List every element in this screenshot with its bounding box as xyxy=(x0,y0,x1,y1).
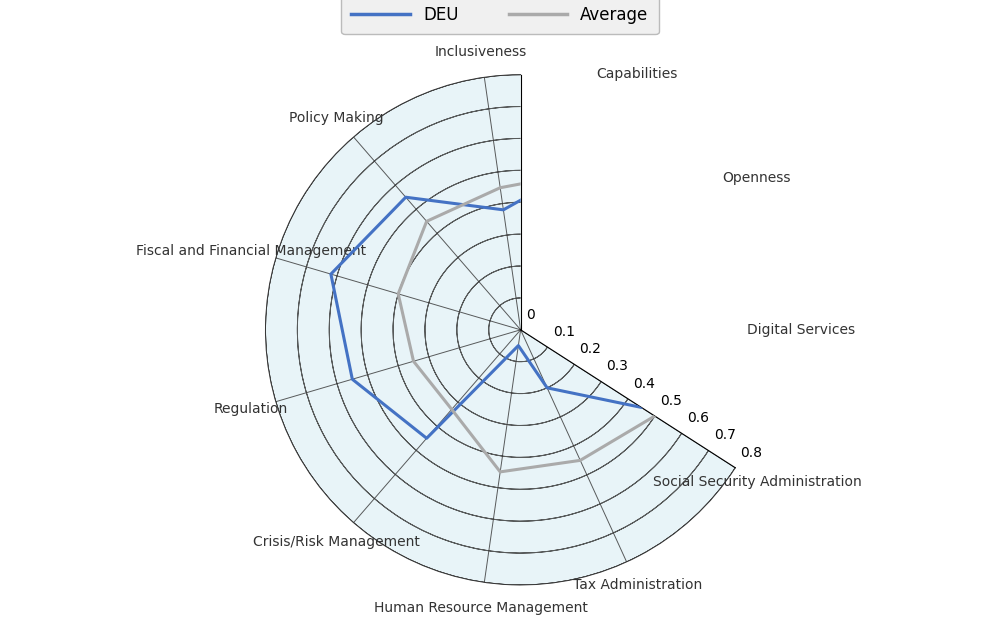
Legend: DEU, Average: DEU, Average xyxy=(341,0,659,34)
